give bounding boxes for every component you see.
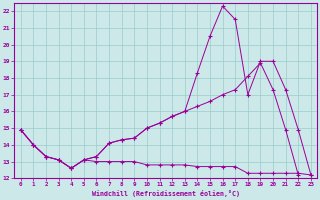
X-axis label: Windchill (Refroidissement éolien,°C): Windchill (Refroidissement éolien,°C) — [92, 190, 240, 197]
